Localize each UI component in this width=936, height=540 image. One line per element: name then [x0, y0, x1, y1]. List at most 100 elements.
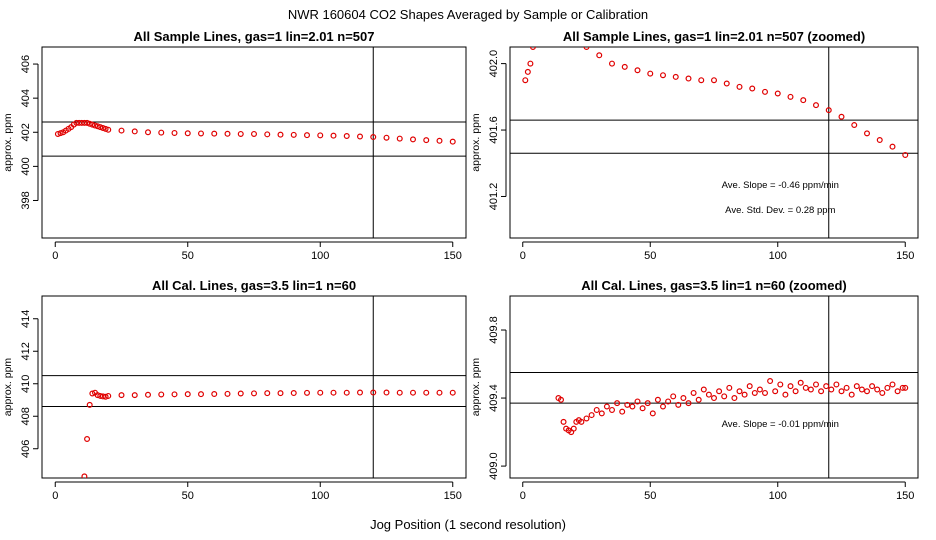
data-point	[102, 125, 109, 132]
chart-title: All Cal. Lines, gas=3.5 lin=1 n=60 (zoom…	[581, 278, 847, 293]
data-point	[588, 412, 595, 419]
data-point	[290, 390, 297, 397]
data-point	[853, 383, 860, 390]
data-point	[410, 136, 417, 143]
stat-annotation: Ave. Std. Dev. = 0.28 ppm	[725, 205, 835, 216]
data-point	[792, 388, 799, 395]
data-point	[211, 390, 218, 397]
data-point	[825, 107, 832, 114]
data-point	[84, 436, 91, 443]
data-point	[57, 130, 64, 137]
data-point	[685, 75, 692, 82]
chart-panel-4: All Cal. Lines, gas=3.5 lin=1 n=60 (zoom…	[470, 278, 919, 502]
data-point	[533, 28, 538, 33]
data-point	[777, 381, 784, 388]
data-point	[647, 70, 654, 77]
data-point	[680, 395, 687, 402]
plot-frame	[41, 295, 467, 479]
data-point	[807, 386, 814, 393]
data-point	[54, 130, 61, 137]
data-point	[838, 388, 845, 395]
data-points	[54, 119, 456, 145]
data-point	[608, 406, 615, 413]
data-point	[410, 389, 417, 396]
data-point	[879, 389, 886, 396]
x-tick-label: 50	[182, 490, 194, 502]
data-point	[357, 389, 364, 396]
data-point	[84, 119, 91, 126]
data-point	[619, 408, 626, 415]
data-point	[874, 386, 881, 393]
data-point	[649, 410, 656, 417]
data-point	[782, 391, 789, 398]
data-point	[105, 392, 112, 399]
data-point	[634, 398, 641, 405]
data-point	[797, 379, 804, 386]
data-point	[145, 391, 152, 398]
plot-frame	[509, 295, 919, 479]
chart-panel-2: All Sample Lines, gas=1 lin=2.01 n=507 (…	[470, 28, 919, 262]
data-point	[436, 137, 443, 144]
y-tick-label: 409.0	[488, 452, 500, 480]
y-tick-label: 412	[20, 342, 32, 360]
data-point	[672, 73, 679, 80]
y-tick-label: 401.2	[488, 183, 500, 211]
data-point	[608, 60, 615, 67]
data-point	[889, 143, 896, 150]
data-point	[787, 93, 794, 100]
data-point	[665, 398, 672, 405]
data-point	[251, 390, 258, 397]
data-point	[823, 383, 830, 390]
stat-annotation: Ave. Slope = -0.01 ppm/min	[722, 419, 839, 430]
data-point	[828, 386, 835, 393]
data-point	[370, 134, 377, 141]
data-point	[833, 381, 840, 388]
data-point	[94, 123, 101, 130]
data-point	[570, 425, 577, 432]
data-point	[634, 67, 641, 74]
data-points	[522, 28, 909, 158]
data-point	[383, 134, 390, 141]
x-tick-label: 150	[896, 250, 914, 262]
data-point	[184, 130, 191, 137]
data-point	[659, 72, 666, 79]
data-point	[557, 396, 564, 403]
data-point	[621, 63, 628, 70]
data-points	[555, 378, 909, 436]
y-tick-label: 409.4	[488, 384, 500, 412]
data-point	[899, 384, 906, 391]
x-tick-label: 100	[311, 250, 329, 262]
data-point	[654, 396, 661, 403]
chart-title: All Sample Lines, gas=1 lin=2.01 n=507 (…	[563, 29, 865, 44]
x-tick-label: 50	[182, 250, 194, 262]
data-point	[81, 119, 88, 126]
y-tick-label: 401.6	[488, 116, 500, 144]
data-point	[705, 391, 712, 398]
y-tick-label: 406	[20, 55, 32, 73]
data-point	[158, 391, 165, 398]
y-tick-label: 402	[20, 123, 32, 141]
data-point	[357, 133, 364, 140]
data-point	[198, 130, 205, 137]
y-tick-label: 398	[20, 191, 32, 209]
y-tick-label: 410	[20, 375, 32, 393]
data-point	[94, 392, 101, 399]
data-point	[396, 135, 403, 142]
data-point	[818, 388, 825, 395]
data-point	[449, 389, 456, 396]
data-point	[772, 388, 779, 395]
data-point	[184, 391, 191, 398]
data-point	[736, 83, 743, 90]
data-point	[290, 131, 297, 138]
x-tick-label: 150	[444, 490, 462, 502]
data-point	[224, 390, 231, 397]
data-point	[741, 391, 748, 398]
y-tick-label: 404	[20, 89, 32, 107]
data-point	[736, 388, 743, 395]
x-tick-label: 0	[520, 490, 526, 502]
data-point	[774, 90, 781, 97]
data-point	[99, 125, 106, 132]
data-point	[317, 132, 324, 139]
data-point	[131, 392, 138, 399]
